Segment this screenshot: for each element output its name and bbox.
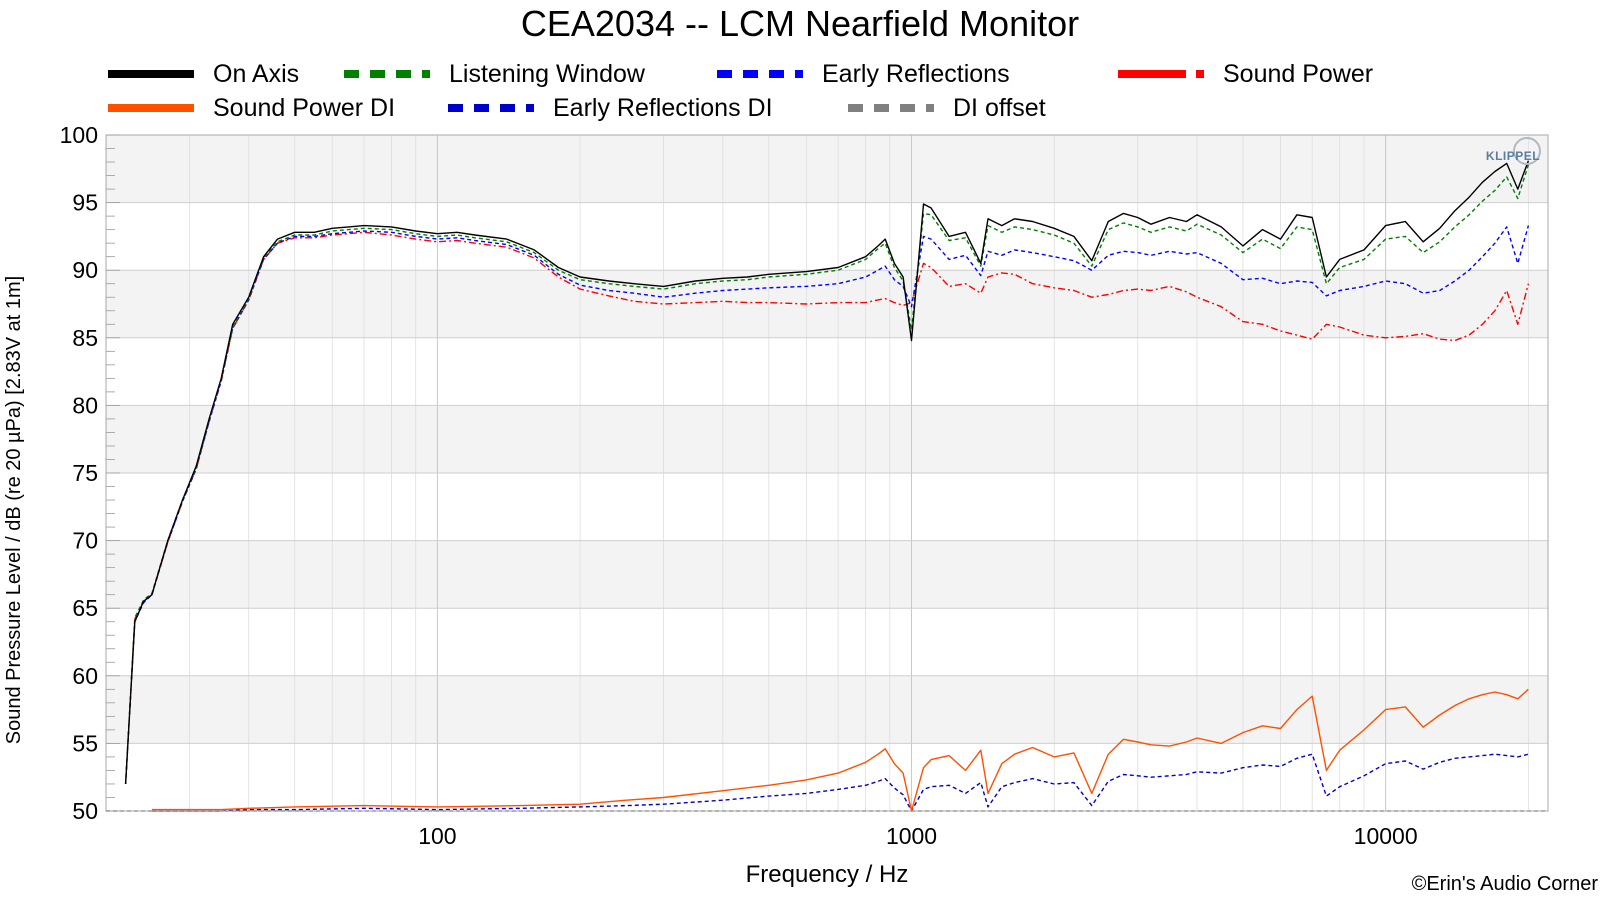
y-tick-label: 100 [60, 122, 98, 148]
chart-title: CEA2034 -- LCM Nearfield Monitor [521, 3, 1079, 44]
gridlines [105, 134, 1548, 812]
y-tick-label: 95 [72, 190, 98, 216]
grid-band [106, 405, 1548, 473]
x-tick-labels: 100 1000 10000 [418, 823, 1417, 849]
background-bands [106, 135, 1548, 744]
legend: On Axis Listening Window Early Reflections… [108, 60, 1373, 122]
y-tick-label: 50 [72, 798, 98, 824]
x-axis-label: Frequency / Hz [746, 861, 909, 888]
x-tick-label: 1000 [886, 823, 937, 849]
y-tick-label: 90 [72, 257, 98, 283]
y-axis-label: Sound Pressure Level / dB (re 20 µPa) [2… [3, 276, 25, 744]
series-line-sound-power-di [151, 688, 1529, 812]
legend-label: Listening Window [449, 60, 646, 88]
data-series [106, 160, 1548, 812]
legend-label: On Axis [213, 60, 299, 88]
series-line-sound-power [124, 231, 1530, 785]
grid-band [106, 540, 1548, 609]
legend-label: Early Reflections [822, 60, 1010, 88]
series-line-early-reflections-di [151, 753, 1529, 812]
legend-label: DI offset [953, 94, 1046, 122]
y-tick-label: 80 [72, 392, 98, 418]
grid-band [106, 135, 1548, 203]
y-minor-ticks [106, 134, 120, 812]
y-tick-label: 65 [72, 595, 98, 621]
y-tick-label: 55 [72, 730, 98, 756]
legend-label: Early Reflections DI [553, 94, 773, 122]
series-line-listening-window [124, 164, 1530, 785]
y-tick-label: 85 [72, 325, 98, 351]
x-tick-label: 10000 [1354, 823, 1418, 849]
klippel-logo: KLIPPEL [1486, 137, 1541, 165]
y-tick-label: 70 [72, 528, 98, 554]
legend-label: Sound Power DI [213, 94, 395, 122]
klippel-logo-ring [1513, 137, 1541, 165]
y-tick-label: 60 [72, 663, 98, 689]
grid-band [106, 675, 1548, 744]
series-line-early-reflections [124, 225, 1530, 785]
series-line-on-axis [124, 160, 1530, 785]
credit-text: ©Erin's Audio Corner [1412, 873, 1599, 895]
y-tick-label: 75 [72, 460, 98, 486]
plot-area [105, 134, 1549, 812]
legend-label: Sound Power [1223, 60, 1373, 88]
y-tick-labels: 50 55 60 65 70 75 80 85 90 95 100 [60, 122, 98, 824]
grid-band [106, 270, 1548, 338]
klippel-watermark: KLIPPEL [1486, 149, 1540, 163]
x-tick-label: 100 [418, 823, 456, 849]
